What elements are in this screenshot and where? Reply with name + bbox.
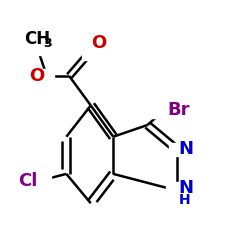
Text: N: N <box>179 178 194 196</box>
Text: H: H <box>179 193 190 207</box>
Bar <box>40 69 54 83</box>
Bar <box>166 182 188 199</box>
Text: O: O <box>30 67 45 85</box>
Bar <box>82 47 96 60</box>
Bar <box>169 142 185 156</box>
Bar <box>152 102 177 118</box>
Text: Br: Br <box>167 101 190 119</box>
Bar <box>29 173 51 188</box>
Text: 3: 3 <box>44 37 52 50</box>
Text: CH: CH <box>24 30 50 48</box>
Bar <box>22 39 52 54</box>
Text: N: N <box>179 140 194 158</box>
Text: O: O <box>91 34 106 52</box>
Text: Cl: Cl <box>18 172 37 190</box>
